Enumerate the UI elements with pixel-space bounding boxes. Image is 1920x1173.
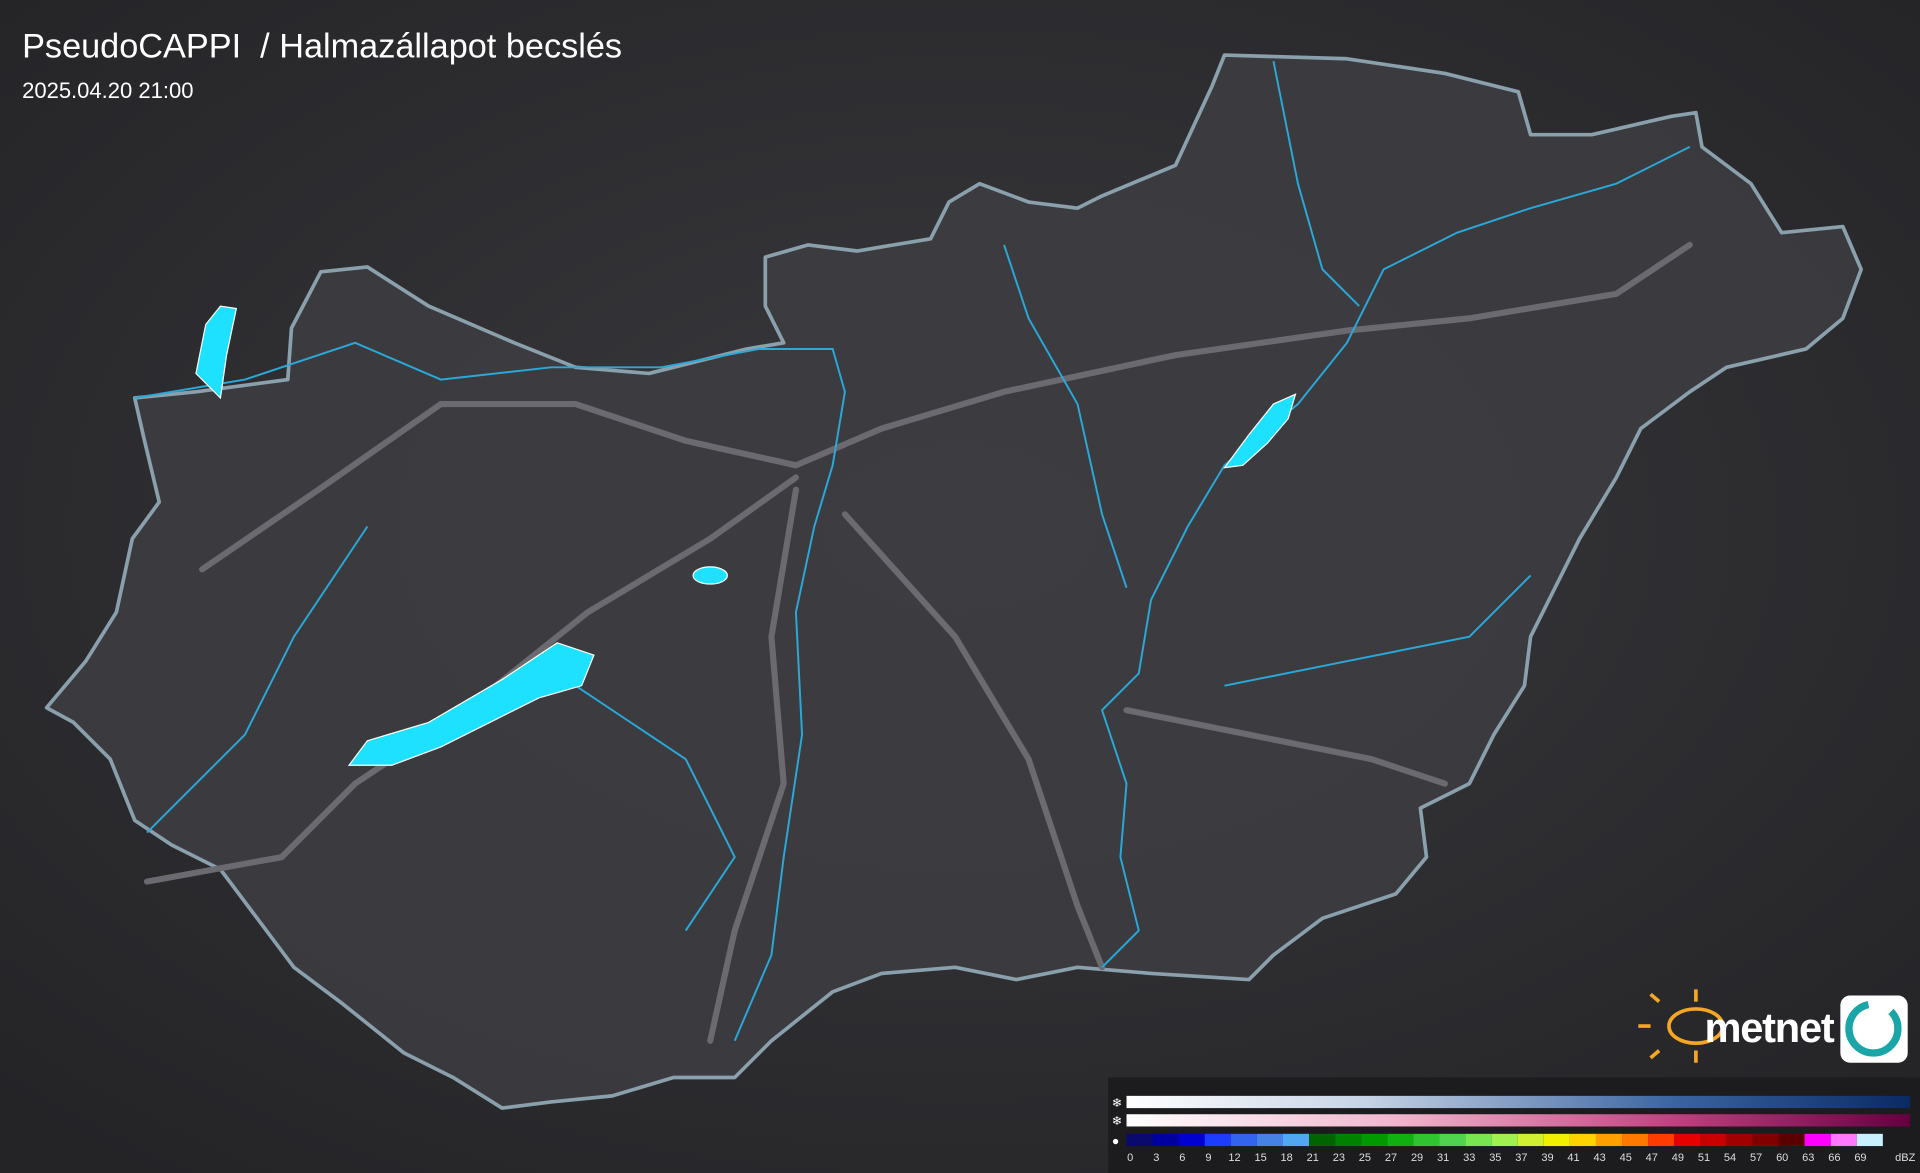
legend-tick: 3: [1153, 1152, 1159, 1164]
legend-swatch: [1543, 1133, 1570, 1147]
legend: ❄ ❄ ● 0 3 6 9 12 15 18 21 23 25 27 29 31 33 35 37 39 41 43…: [1108, 1077, 1920, 1173]
timestamp: 2025.04.20 21:00: [22, 78, 193, 103]
legend-swatch: [1648, 1133, 1675, 1147]
legend-swatch: [1178, 1133, 1205, 1147]
road: [199, 241, 1693, 573]
river: [1272, 61, 1360, 307]
rivers: [134, 61, 1691, 1042]
mixed-icon: ❄: [1112, 1114, 1122, 1128]
legend-tick: 25: [1359, 1152, 1371, 1164]
road: [1123, 707, 1448, 787]
mixed-scale: [1126, 1114, 1911, 1127]
legend-tick: 6: [1179, 1152, 1185, 1164]
logo: metnet: [1638, 989, 1908, 1063]
legend-swatch: [1256, 1133, 1284, 1147]
legend-swatch: [1830, 1133, 1857, 1147]
lake-velence: [692, 566, 728, 585]
river: [574, 684, 736, 932]
road: [707, 486, 799, 1044]
legend-swatch: [1856, 1133, 1883, 1147]
legend-tick: 15: [1254, 1152, 1266, 1164]
legend-tick: 39: [1541, 1152, 1553, 1164]
legend-tick: 12: [1228, 1152, 1240, 1164]
legend-tick: 41: [1567, 1152, 1579, 1164]
legend-tick: 63: [1802, 1152, 1814, 1164]
legend-tick: 45: [1620, 1152, 1632, 1164]
lake-balaton: [347, 642, 595, 766]
legend-swatch: [1309, 1133, 1336, 1147]
legend-swatch: [1283, 1133, 1310, 1147]
map-title: PseudoCAPPI / Halmazállapot becslés: [22, 28, 622, 66]
legend-tick: 35: [1489, 1152, 1501, 1164]
legend-tick: 69: [1854, 1152, 1866, 1164]
legend-swatch: [1804, 1133, 1831, 1147]
legend-swatch: [1595, 1133, 1623, 1147]
river: [1224, 574, 1532, 687]
legend-swatch: [1361, 1133, 1388, 1147]
river-danube: [134, 341, 846, 1042]
snow-scale: [1126, 1095, 1911, 1109]
legend-swatch: [1569, 1133, 1596, 1147]
legend-tick: 37: [1515, 1152, 1527, 1164]
legend-tick: 23: [1333, 1152, 1345, 1164]
legend-swatch: [1517, 1133, 1544, 1147]
legend-tick: 54: [1724, 1152, 1736, 1164]
legend-tick: 49: [1672, 1152, 1684, 1164]
legend-tick: 33: [1463, 1152, 1475, 1164]
river: [1003, 244, 1128, 589]
legend-swatch: [1439, 1133, 1466, 1147]
legend-swatch: [1465, 1133, 1492, 1147]
legend-tick: 47: [1646, 1152, 1658, 1164]
legend-unit: dBZ: [1895, 1152, 1915, 1164]
legend-tick: 27: [1385, 1152, 1397, 1164]
legend-swatch: [1752, 1133, 1779, 1147]
river: [146, 525, 369, 834]
legend-swatch: [1674, 1133, 1701, 1147]
legend-tick: 31: [1437, 1152, 1449, 1164]
logo-swirl: [1845, 1000, 1902, 1057]
legend-tick: 66: [1828, 1152, 1840, 1164]
legend-swatch: [1778, 1133, 1805, 1147]
legend-swatch: [1726, 1133, 1753, 1147]
legend-swatch: [1126, 1133, 1153, 1147]
lake-ferto: [195, 305, 238, 400]
road: [841, 511, 1106, 971]
legend-swatch: [1700, 1133, 1727, 1147]
legend-swatch: [1387, 1133, 1414, 1147]
legend-swatch: [1335, 1133, 1362, 1147]
legend-swatch: [1491, 1133, 1518, 1147]
legend-swatch: [1622, 1133, 1649, 1147]
legend-tick: 9: [1205, 1152, 1211, 1164]
legend-swatch: [1204, 1133, 1231, 1147]
legend-tick: 0: [1127, 1152, 1133, 1164]
legend-tick: 57: [1750, 1152, 1762, 1164]
logo-sun: [1638, 989, 1725, 1063]
river-tisza: [1100, 146, 1691, 968]
legend-tick: 43: [1594, 1152, 1606, 1164]
legend-tick: 18: [1281, 1152, 1293, 1164]
lake-tisza: [1223, 393, 1297, 469]
logo-text: metnet: [1704, 1004, 1834, 1051]
rain-icon: ●: [1112, 1134, 1119, 1148]
legend-tick: 29: [1411, 1152, 1423, 1164]
snow-icon: ❄: [1112, 1096, 1122, 1110]
legend-swatch: [1413, 1133, 1440, 1147]
legend-tick: 51: [1698, 1152, 1710, 1164]
legend-swatch: [1152, 1133, 1179, 1147]
lakes: [195, 305, 1297, 766]
legend-tick: 60: [1776, 1152, 1788, 1164]
legend-swatch: [1230, 1133, 1257, 1147]
legend-tick: 21: [1307, 1152, 1319, 1164]
